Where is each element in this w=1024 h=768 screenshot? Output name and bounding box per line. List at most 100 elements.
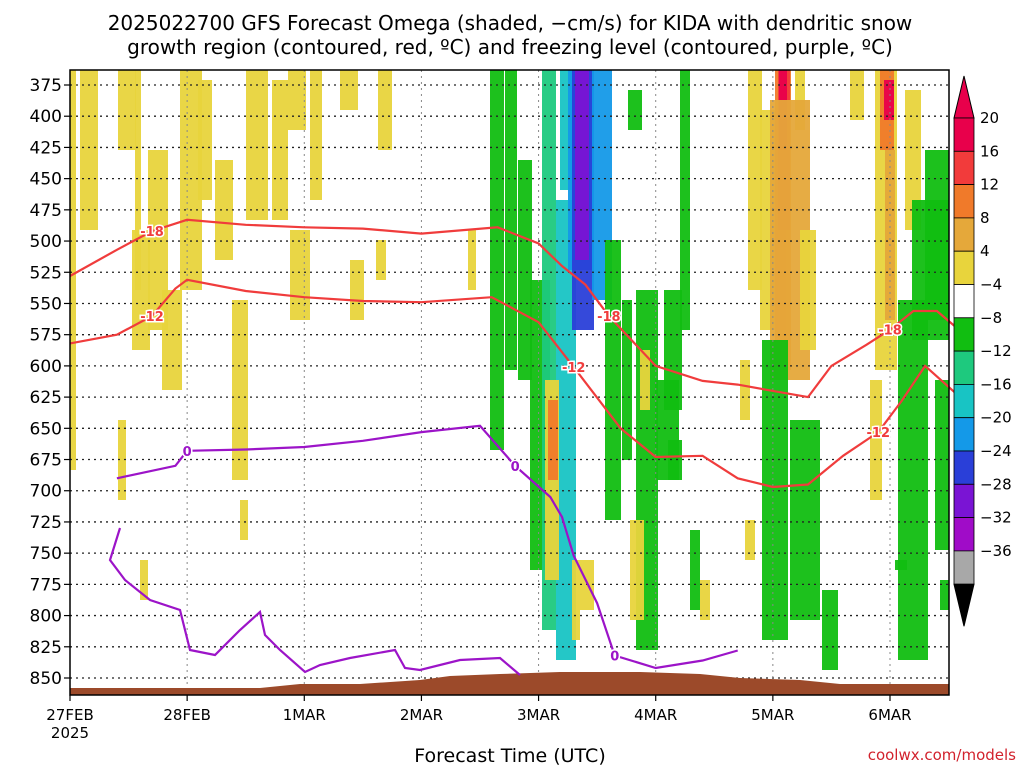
omega-shade-40 bbox=[664, 290, 682, 410]
colorbar-segment bbox=[953, 383, 975, 419]
omega-shade-42 bbox=[680, 70, 690, 330]
omega-shade-18 bbox=[378, 70, 392, 150]
colorbar-label: −20 bbox=[980, 409, 1012, 427]
omega-shade-74 bbox=[935, 380, 949, 550]
omega-shade-73 bbox=[925, 150, 949, 320]
x-tick-label: 3MAR bbox=[517, 706, 560, 724]
colorbar-segment bbox=[953, 550, 975, 585]
omega-shade-17 bbox=[350, 260, 364, 320]
colorbar-label: −24 bbox=[980, 442, 1012, 460]
x-tick-label: 27FEB bbox=[46, 706, 93, 724]
omega-shade-21 bbox=[118, 420, 126, 500]
chart-title-line-2: growth region (contoured, red, ºC) and f… bbox=[127, 35, 893, 59]
colorbar-segment bbox=[953, 150, 975, 186]
omega-shade-52 bbox=[745, 520, 755, 560]
omega-shade-23 bbox=[240, 500, 248, 540]
y-tick-label: 650 bbox=[30, 419, 62, 439]
omega-shade-37 bbox=[628, 90, 642, 130]
omega-shade-16 bbox=[340, 70, 358, 110]
y-tick-label: 425 bbox=[30, 138, 62, 158]
omega-shade-63 bbox=[822, 590, 838, 670]
omega-shade-19 bbox=[376, 240, 386, 280]
contour-label--12: -12 bbox=[562, 361, 586, 376]
omega-shade-7 bbox=[180, 70, 202, 290]
y-tick-label: 800 bbox=[30, 607, 62, 627]
chart-title-line-1: 2025022700 GFS Forecast Omega (shaded, −… bbox=[108, 11, 913, 35]
omega-shade-70 bbox=[898, 300, 928, 660]
omega-shade-68 bbox=[884, 80, 894, 120]
x-tick-label: 2MAR bbox=[400, 706, 443, 724]
contour-label--12: -12 bbox=[867, 426, 891, 441]
y-tick-label: 850 bbox=[30, 669, 62, 689]
colorbar-segment bbox=[953, 417, 975, 452]
y-tick-label: 400 bbox=[30, 107, 62, 127]
omega-shade-35 bbox=[605, 240, 621, 520]
colorbar-segment bbox=[953, 117, 975, 152]
x-tick-label: 5MAR bbox=[751, 706, 794, 724]
contour-label--18: -18 bbox=[140, 225, 164, 240]
omega-shade-75 bbox=[940, 580, 949, 610]
contour-label--18: -18 bbox=[878, 324, 902, 339]
omega-shade-1 bbox=[80, 70, 98, 230]
omega-shade-5 bbox=[148, 150, 168, 330]
omega-shade-11 bbox=[246, 70, 268, 220]
omega-shade-64 bbox=[850, 70, 864, 120]
colorbar-top-arrow bbox=[953, 75, 975, 119]
omega-shade-71 bbox=[905, 90, 921, 230]
colorbar-label: 16 bbox=[980, 142, 999, 160]
colorbar-segment bbox=[953, 250, 975, 285]
omega-shade-8 bbox=[198, 80, 212, 200]
contour-line--12 bbox=[69, 278, 956, 489]
omega-shade-65 bbox=[870, 380, 882, 500]
x-axis-label: Forecast Time (UTC) bbox=[414, 745, 605, 767]
y-tick-label: 675 bbox=[30, 451, 62, 471]
y-tick-label: 750 bbox=[30, 544, 62, 564]
x-axis-ticks: 27FEB 28FEB 1MAR 2MAR 3MAR 4MAR 5MAR 6MAR 2025 bbox=[46, 695, 912, 742]
colorbar-label: −28 bbox=[980, 475, 1012, 493]
colorbar-label: 20 bbox=[980, 109, 999, 127]
colorbar-label: −4 bbox=[980, 276, 1002, 294]
x-tick-label: 4MAR bbox=[634, 706, 677, 724]
omega-shade-33 bbox=[575, 70, 589, 260]
colorbar-label: −8 bbox=[980, 309, 1002, 327]
contour-label-0: 0 bbox=[183, 445, 192, 460]
y-tick-label: 550 bbox=[30, 294, 62, 314]
colorbar-segment bbox=[953, 284, 975, 319]
colorbar-segment bbox=[953, 317, 975, 352]
y-tick-label: 825 bbox=[30, 638, 62, 658]
omega-shade-53 bbox=[748, 70, 762, 290]
omega-shade-61 bbox=[790, 420, 820, 620]
colorbar-segment bbox=[953, 483, 975, 518]
colorbar-segment bbox=[953, 517, 975, 552]
omega-shade-51 bbox=[740, 360, 750, 420]
contour-line-0 bbox=[116, 424, 739, 670]
y-tick-label: 625 bbox=[30, 388, 62, 408]
plot-frame bbox=[69, 69, 950, 696]
colorbar-segment bbox=[953, 450, 975, 485]
x-tick-label: 28FEB bbox=[163, 706, 210, 724]
omega-shade-14 bbox=[290, 230, 310, 320]
omega-shade-0 bbox=[70, 70, 76, 470]
y-tick-label: 525 bbox=[30, 263, 62, 283]
y-tick-label: 500 bbox=[30, 232, 62, 252]
plot-area: -18 -18 -18 -12 -12 -12 0 0 0 bbox=[69, 70, 956, 695]
omega-shade-49 bbox=[640, 350, 650, 410]
credit-link[interactable]: coolwx.com/models bbox=[868, 746, 1016, 764]
omega-shade-46 bbox=[572, 560, 580, 640]
omega-shade-25 bbox=[505, 70, 517, 370]
omega-shade-41 bbox=[668, 440, 682, 480]
omega-shade-50 bbox=[700, 580, 710, 620]
omega-shade-48 bbox=[630, 520, 644, 620]
colorbar-label: −32 bbox=[980, 509, 1012, 527]
omega-shade-62 bbox=[800, 230, 816, 350]
contour-label--12: -12 bbox=[140, 310, 164, 325]
omega-shade-12 bbox=[272, 80, 288, 220]
contour-label-0: 0 bbox=[511, 460, 520, 475]
colorbar-label: −16 bbox=[980, 375, 1012, 393]
y-tick-label: 725 bbox=[30, 513, 62, 533]
y-axis-ticks: 375 400 425 450 475 500 525 550 575 600 625 650 675 7… bbox=[30, 76, 70, 689]
omega-shade-45 bbox=[548, 400, 558, 480]
colorbar-bottom-arrow bbox=[953, 583, 975, 627]
colorbar: 20 16 12 8 4 −4 −8 −12 −16 −20 −24 −28 −32 −36 bbox=[953, 75, 1012, 627]
